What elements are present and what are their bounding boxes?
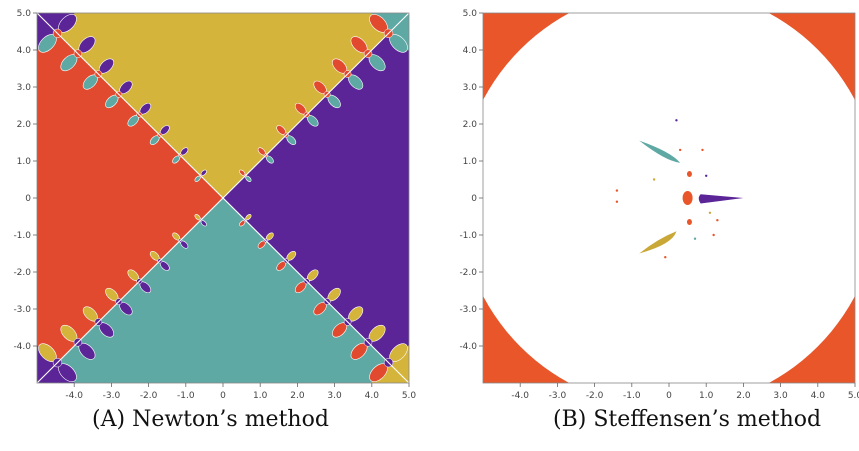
basin-speck <box>693 237 697 240</box>
x-tick-label: -3.0 <box>103 391 121 401</box>
basin-speck <box>686 219 692 226</box>
basin-regions <box>483 13 855 383</box>
y-tick-label: 5.0 <box>463 9 478 19</box>
divergence-region <box>483 13 855 383</box>
y-tick-label: -2.0 <box>459 268 477 278</box>
basin-clipped <box>483 13 855 383</box>
basin-speck <box>675 119 678 122</box>
basin-speck <box>712 233 715 237</box>
basin-speck <box>615 189 619 192</box>
y-tick-label: -1.0 <box>459 231 477 241</box>
x-tick-label: -2.0 <box>586 391 604 401</box>
x-tick-label: 1.0 <box>699 391 714 401</box>
x-tick-label: 4.0 <box>365 391 380 401</box>
x-tick-label: 1.0 <box>253 391 268 401</box>
y-tick-label: 2.0 <box>463 120 478 130</box>
y-tick-label: -3.0 <box>459 305 477 315</box>
x-tick-label: -4.0 <box>65 391 83 401</box>
central-basins <box>615 119 744 259</box>
basin-left <box>37 13 223 383</box>
basin-speck <box>678 148 682 152</box>
x-tick-label: 0 <box>220 391 226 401</box>
y-tick-label: -4.0 <box>13 342 31 352</box>
basin-right <box>223 13 409 383</box>
y-tick-label: 4.0 <box>17 46 32 56</box>
x-tick-label: -1.0 <box>623 391 641 401</box>
y-tick-label: -3.0 <box>13 305 31 315</box>
basin-teal <box>639 140 681 163</box>
basin-speck <box>652 178 656 181</box>
basin-speck <box>615 200 619 203</box>
x-tick-label: 5.0 <box>402 391 417 401</box>
x-tick-label: -4.0 <box>511 391 529 401</box>
basin-speck <box>686 170 692 177</box>
steffensen-basin-plot: -4.0 -3.0 -2.0 -1.0 0 1.0 2.0 3.0 4.0 5.0 5.0 4.0 3.… <box>459 9 859 401</box>
basin-top <box>37 13 409 198</box>
newton-basin-plot: -4.0 -3.0 -2.0 -1.0 0 1.0 2.0 3.0 4.0 5.0 5.0 4.0 3.… <box>13 9 417 401</box>
basin-bottom <box>37 198 409 383</box>
y-tick-label: 1.0 <box>463 157 478 167</box>
x-tick-label: 3.0 <box>773 391 788 401</box>
x-tick-label: -2.0 <box>140 391 158 401</box>
y-tick-label: 0 <box>471 194 477 204</box>
fractal-lobes <box>38 14 408 382</box>
y-tick-label: -2.0 <box>13 268 31 278</box>
caption-a: (A) Newton’s method <box>92 407 329 432</box>
basin-speck <box>716 219 719 222</box>
y-tick-label: -1.0 <box>13 231 31 241</box>
x-tick-label: 2.0 <box>736 391 751 401</box>
x-tick-label: 5.0 <box>848 391 859 401</box>
y-tick-label: -4.0 <box>459 342 477 352</box>
y-tick-label: 2.0 <box>17 120 32 130</box>
caption-a-label: (A) <box>92 407 126 432</box>
basin-purple <box>698 194 744 204</box>
caption-b-text: Steffensen’s method <box>593 407 822 432</box>
x-tick-label: -3.0 <box>549 391 567 401</box>
y-tick-label: 3.0 <box>17 83 32 93</box>
basin-speck <box>708 211 712 214</box>
y-tick-label: 1.0 <box>17 157 32 167</box>
basin-speck <box>664 256 667 259</box>
x-tick-label: -1.0 <box>177 391 195 401</box>
y-tick-label: 4.0 <box>463 46 478 56</box>
figure-b: -4.0 -3.0 -2.0 -1.0 0 1.0 2.0 3.0 4.0 5.0 5.0 4.0 3.… <box>440 0 859 401</box>
x-tick-label: 3.0 <box>327 391 342 401</box>
caption-b: (B) Steffensen’s method <box>553 407 821 432</box>
caption-b-label: (B) <box>553 407 587 432</box>
y-tick-label: 0 <box>25 194 31 204</box>
basin-speck <box>701 148 704 152</box>
x-tick-label: 4.0 <box>811 391 826 401</box>
x-tick-label: 0 <box>666 391 672 401</box>
basin-gold <box>639 231 677 254</box>
y-tick-label: 3.0 <box>463 83 478 93</box>
y-tick-label: 5.0 <box>17 9 32 19</box>
figure-a: -4.0 -3.0 -2.0 -1.0 0 1.0 2.0 3.0 4.0 5.0 5.0 4.0 3.… <box>0 0 420 401</box>
caption-a-text: Newton’s method <box>132 407 329 432</box>
boundary-diagonal-2 <box>36 12 410 384</box>
x-tick-label: 2.0 <box>290 391 305 401</box>
basin-center-orange <box>682 191 693 205</box>
basin-speck <box>705 174 708 177</box>
